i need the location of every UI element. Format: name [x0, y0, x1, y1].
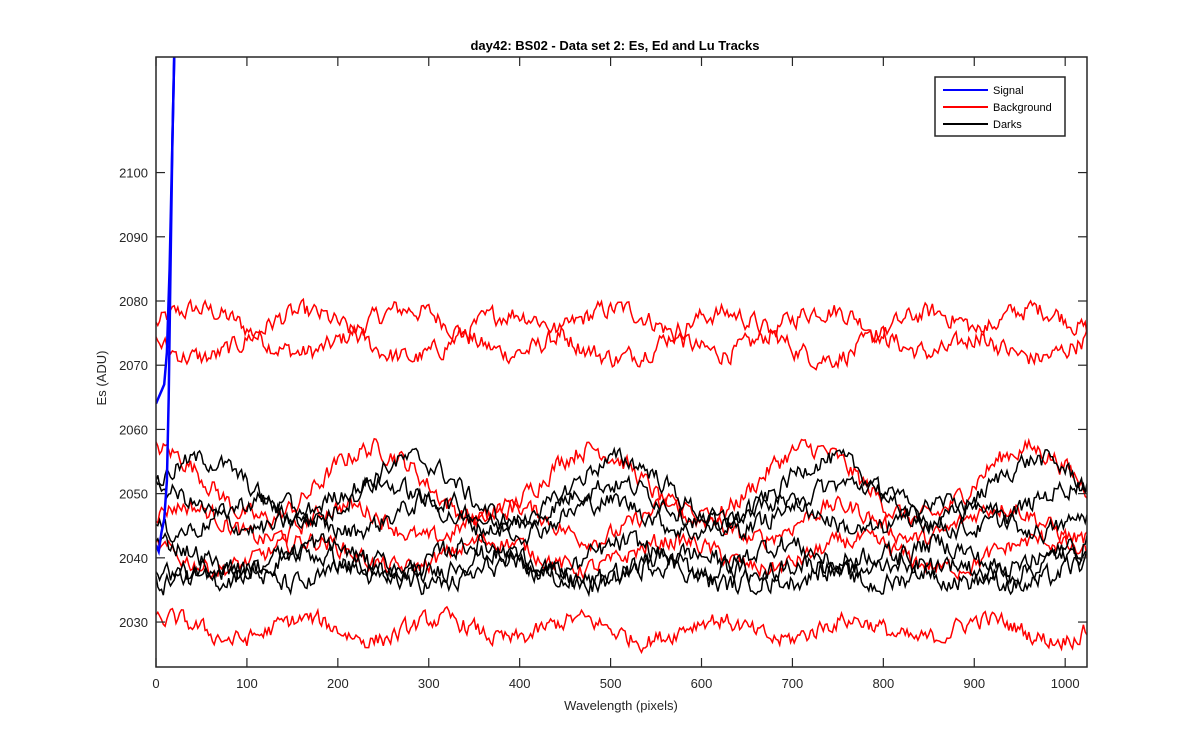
series-background-2 — [156, 297, 1087, 371]
x-tick-label: 1000 — [1051, 676, 1080, 691]
legend-label-signal: Signal — [993, 85, 1024, 97]
legend-label-darks: Darks — [993, 119, 1022, 131]
y-tick-label: 2030 — [119, 615, 148, 630]
x-tick-label: 100 — [236, 676, 258, 691]
x-tick-label: 400 — [509, 676, 531, 691]
y-tick-label: 2070 — [119, 358, 148, 373]
x-tick-label: 300 — [418, 676, 440, 691]
series-darks-4 — [156, 530, 1087, 587]
x-tick-label: 200 — [327, 676, 349, 691]
ticks-layer: 0 100 200 300 400 500 600 700 800 900 1000 2030 2040… — [119, 57, 1087, 691]
chart-title: day42: BS02 - Data set 2: Es, Ed and Lu … — [470, 38, 759, 53]
legend-label-background: Background — [993, 102, 1052, 114]
plot-area-frame — [155, 56, 1088, 668]
series-darks-2 — [156, 474, 1087, 542]
series-background-1 — [156, 298, 1087, 366]
series-background-6 — [156, 605, 1087, 655]
series-layer — [156, 57, 1087, 655]
x-tick-label: 900 — [963, 676, 985, 691]
x-tick-label: 700 — [782, 676, 804, 691]
x-tick-label: 800 — [872, 676, 894, 691]
series-darks-3 — [156, 487, 1087, 547]
x-axis-label: Wavelength (pixels) — [564, 698, 678, 713]
y-tick-label: 2060 — [119, 422, 148, 437]
x-tick-label: 0 — [152, 676, 159, 691]
y-tick-label: 2100 — [119, 166, 148, 181]
y-tick-label: 2040 — [119, 551, 148, 566]
y-tick-label: 2090 — [119, 230, 148, 245]
y-tick-label: 2080 — [119, 294, 148, 309]
y-axis-label: Es (ADU) — [94, 351, 109, 406]
x-tick-label: 500 — [600, 676, 622, 691]
y-tick-label: 2050 — [119, 487, 148, 502]
series-signal-2 — [156, 57, 176, 557]
legend: Signal Background Darks — [934, 76, 1066, 137]
x-tick-label: 600 — [691, 676, 713, 691]
series-darks-6 — [156, 545, 1087, 598]
